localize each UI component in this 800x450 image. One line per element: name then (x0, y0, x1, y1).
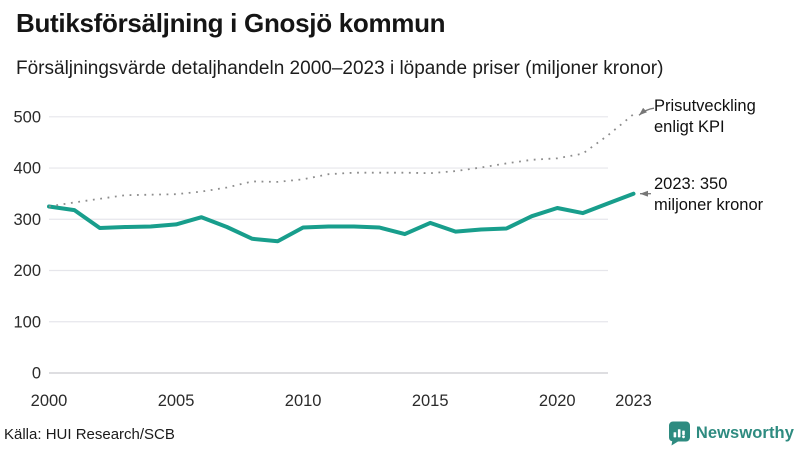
y-tick-label: 300 (13, 211, 41, 229)
grid-and-y-axis: 0 100 200 300 400 500 (13, 108, 608, 383)
source-note: Källa: HUI Research/SCB (4, 426, 175, 443)
annotation-arrows (638, 107, 655, 197)
x-tick-label: 2000 (31, 392, 68, 410)
chart-subtitle: Försäljningsvärde detaljhandeln 2000–202… (16, 58, 664, 79)
y-tick-label: 500 (13, 108, 41, 126)
x-axis-labels: 2000 2005 2010 2015 2020 2023 (31, 392, 652, 410)
annotation-2023-value: 2023: 350 miljoner kronor (654, 175, 764, 214)
y-tick-label: 400 (13, 160, 41, 178)
newsworthy-icon (668, 421, 690, 446)
kpi-line (48, 113, 635, 208)
x-tick-label: 2015 (412, 392, 449, 410)
chart-title: Butiksförsäljning i Gnosjö kommun (16, 8, 446, 38)
x-tick-label: 2010 (285, 392, 322, 410)
x-tick-label: 2005 (158, 392, 195, 410)
x-tick-label: 2023 (615, 392, 652, 410)
x-tick-label: 2020 (539, 392, 576, 410)
newsworthy-logo: Newsworthy (668, 421, 794, 446)
annotation-kpi-label: Prisutveckling enligt KPI (654, 97, 756, 136)
y-tick-label: 0 (32, 365, 41, 383)
kpi-arrow (638, 107, 655, 116)
newsworthy-wordmark: Newsworthy (695, 424, 794, 442)
sales-line (47, 191, 636, 244)
y-tick-label: 200 (13, 262, 41, 280)
y-tick-label: 100 (13, 313, 41, 331)
